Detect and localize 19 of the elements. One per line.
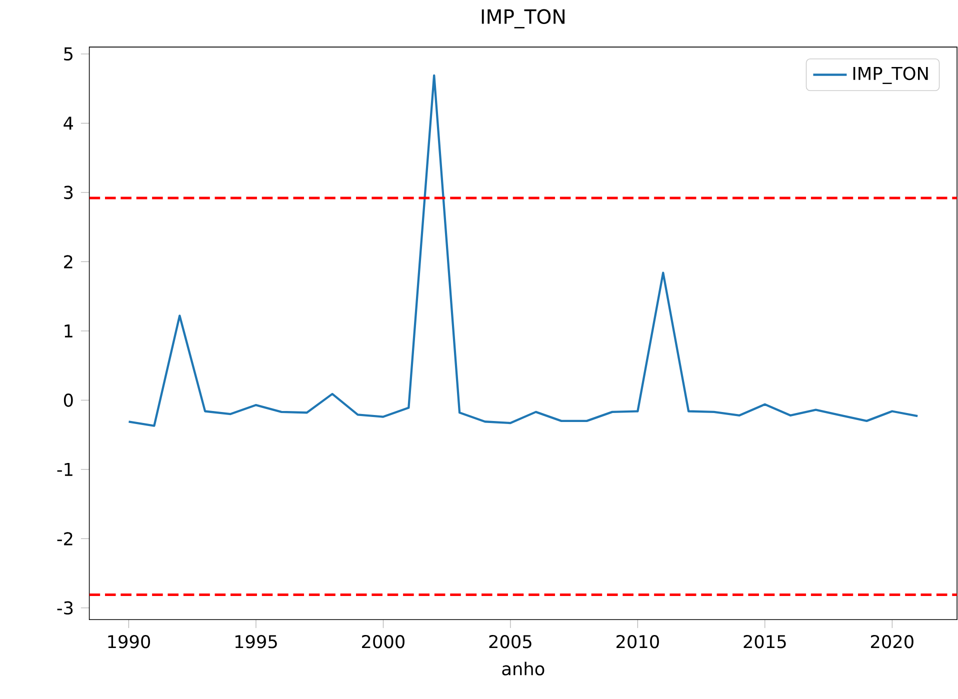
y-tick-label: 1 bbox=[64, 324, 72, 338]
chart-title: IMP_TON bbox=[482, 9, 564, 28]
x-tick-label: 2020 bbox=[870, 634, 914, 648]
y-tick-label: -3 bbox=[57, 601, 73, 615]
y-tick-label: 5 bbox=[64, 47, 72, 60]
y-tick-label: -2 bbox=[57, 532, 72, 546]
y-tick-label: -1 bbox=[57, 462, 72, 476]
legend-label: IMP_TON bbox=[853, 66, 928, 84]
x-axis-title: anho bbox=[502, 662, 544, 676]
x-tick-label: 2015 bbox=[744, 634, 786, 648]
x-tick-label: 1990 bbox=[108, 634, 150, 648]
x-tick-label: 2005 bbox=[489, 634, 532, 648]
x-tick-label: 1995 bbox=[235, 634, 277, 648]
y-tick-label: 0 bbox=[64, 393, 73, 407]
y-tick-label: 4 bbox=[64, 116, 74, 130]
x-tick-label: 2010 bbox=[616, 634, 659, 648]
x-tick-label: 2000 bbox=[362, 634, 404, 648]
y-tick-label: 2 bbox=[64, 255, 72, 268]
y-tick-label: 3 bbox=[64, 186, 73, 200]
